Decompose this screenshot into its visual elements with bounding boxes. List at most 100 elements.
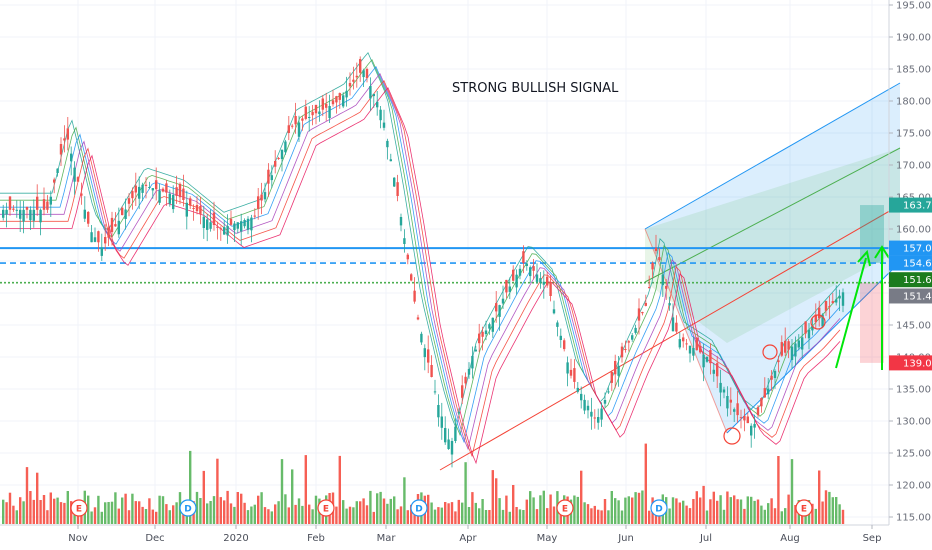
- volume-bar: [668, 508, 671, 524]
- candle-body: [580, 393, 583, 401]
- volume-bar: [209, 501, 212, 524]
- earnings-icon[interactable]: [317, 499, 335, 517]
- x-tick-label: Nov: [68, 533, 88, 544]
- candle-body: [250, 217, 253, 231]
- candle-body: [53, 179, 56, 183]
- volume-bar: [518, 509, 522, 524]
- dividend-icon[interactable]: [410, 499, 428, 517]
- candle-body: [600, 408, 603, 420]
- volume-bar: [399, 506, 403, 524]
- volume-bar: [158, 495, 161, 524]
- candle-body: [257, 196, 260, 209]
- highlight-circle: [810, 314, 826, 330]
- candle-body: [100, 247, 103, 256]
- horizontal-levels: [0, 247, 889, 284]
- channel-median-upper: [644, 147, 901, 283]
- volume-bar: [648, 510, 651, 524]
- volume-bar: [600, 510, 603, 524]
- candle-body: [437, 405, 440, 418]
- volume-bar: [348, 506, 352, 524]
- volume-bar: [345, 508, 348, 524]
- candle-body: [403, 238, 406, 244]
- candle-body: [270, 175, 273, 181]
- volume-bar: [427, 494, 430, 524]
- volume-bar: [297, 498, 301, 524]
- volume-bar: [525, 499, 528, 524]
- volume-bar: [56, 497, 59, 524]
- volume-bar: [202, 470, 205, 524]
- candle-body: [396, 182, 399, 196]
- volume-bar: [240, 493, 243, 524]
- candle-body: [508, 286, 511, 292]
- candle-body: [709, 350, 712, 364]
- candle-body: [590, 411, 593, 417]
- candle-body: [474, 349, 477, 352]
- candle-body: [413, 290, 416, 302]
- volume-bar: [583, 502, 586, 524]
- candle-body: [641, 312, 644, 314]
- candle-body: [29, 209, 32, 221]
- price-candles: [2, 56, 845, 468]
- volume-bar: [729, 497, 732, 524]
- candle-body: [522, 251, 525, 263]
- volume-bar: [580, 470, 583, 524]
- time-axis[interactable]: Nov Dec 2020 Feb Mar Apr May Jun Jul Aug Sep: [68, 525, 881, 544]
- volume-bar: [233, 506, 236, 524]
- candle-body: [348, 83, 352, 87]
- volume-bar: [515, 507, 518, 524]
- candle-body: [284, 141, 287, 153]
- volume-bar: [226, 490, 229, 524]
- candle-body: [440, 416, 443, 428]
- candle-body: [144, 184, 148, 186]
- earnings-icon[interactable]: [70, 499, 88, 517]
- volume-bar: [369, 490, 372, 524]
- y-tick-label: 115.00: [896, 513, 931, 524]
- volume-bar: [410, 504, 413, 524]
- candle-body: [229, 218, 233, 225]
- candle-body: [233, 223, 236, 231]
- candle-body: [675, 322, 678, 332]
- candle-body: [131, 191, 134, 199]
- volume-bar: [165, 504, 168, 524]
- volume-bar: [335, 506, 338, 524]
- earnings-icon[interactable]: [556, 499, 574, 517]
- volume-bar: [838, 504, 841, 524]
- volume-bar: [406, 510, 409, 524]
- volume-bar: [631, 497, 634, 524]
- volume-bar: [22, 501, 25, 524]
- candle-body: [32, 209, 35, 221]
- volume-bar: [777, 456, 780, 524]
- candle-body: [342, 95, 345, 107]
- chart-annotation: STRONG BULLISH SIGNAL: [452, 81, 619, 96]
- earnings-icon[interactable]: [795, 499, 813, 517]
- volume-bar: [763, 509, 766, 524]
- candle-body: [801, 337, 804, 350]
- candle-body: [253, 215, 256, 217]
- candle-body: [542, 281, 545, 285]
- x-tick-label: Jun: [617, 533, 634, 544]
- candle-body: [753, 423, 756, 428]
- candle-body: [331, 100, 335, 105]
- candle-body: [722, 389, 726, 393]
- candle-body: [637, 308, 641, 321]
- volume-bar: [699, 497, 702, 524]
- dividend-icon[interactable]: [179, 499, 197, 517]
- candle-body: [182, 188, 185, 200]
- dividend-icon[interactable]: [650, 499, 668, 517]
- x-tick-label: May: [537, 533, 558, 544]
- volume-bar: [134, 501, 137, 524]
- volume-bar: [206, 503, 209, 524]
- volume-bar: [304, 455, 307, 524]
- volume-bar: [794, 505, 797, 524]
- volume-bar: [365, 505, 369, 524]
- candle-body: [682, 337, 685, 342]
- volume-bar: [597, 509, 600, 524]
- volume-bar: [702, 485, 705, 524]
- volume-bar: [155, 511, 158, 524]
- candle-body: [420, 333, 423, 343]
- candle-body: [467, 369, 471, 375]
- candle-body: [110, 217, 114, 233]
- candle-body: [2, 209, 5, 218]
- volume-bar: [430, 502, 433, 524]
- volume-bar: [46, 510, 49, 524]
